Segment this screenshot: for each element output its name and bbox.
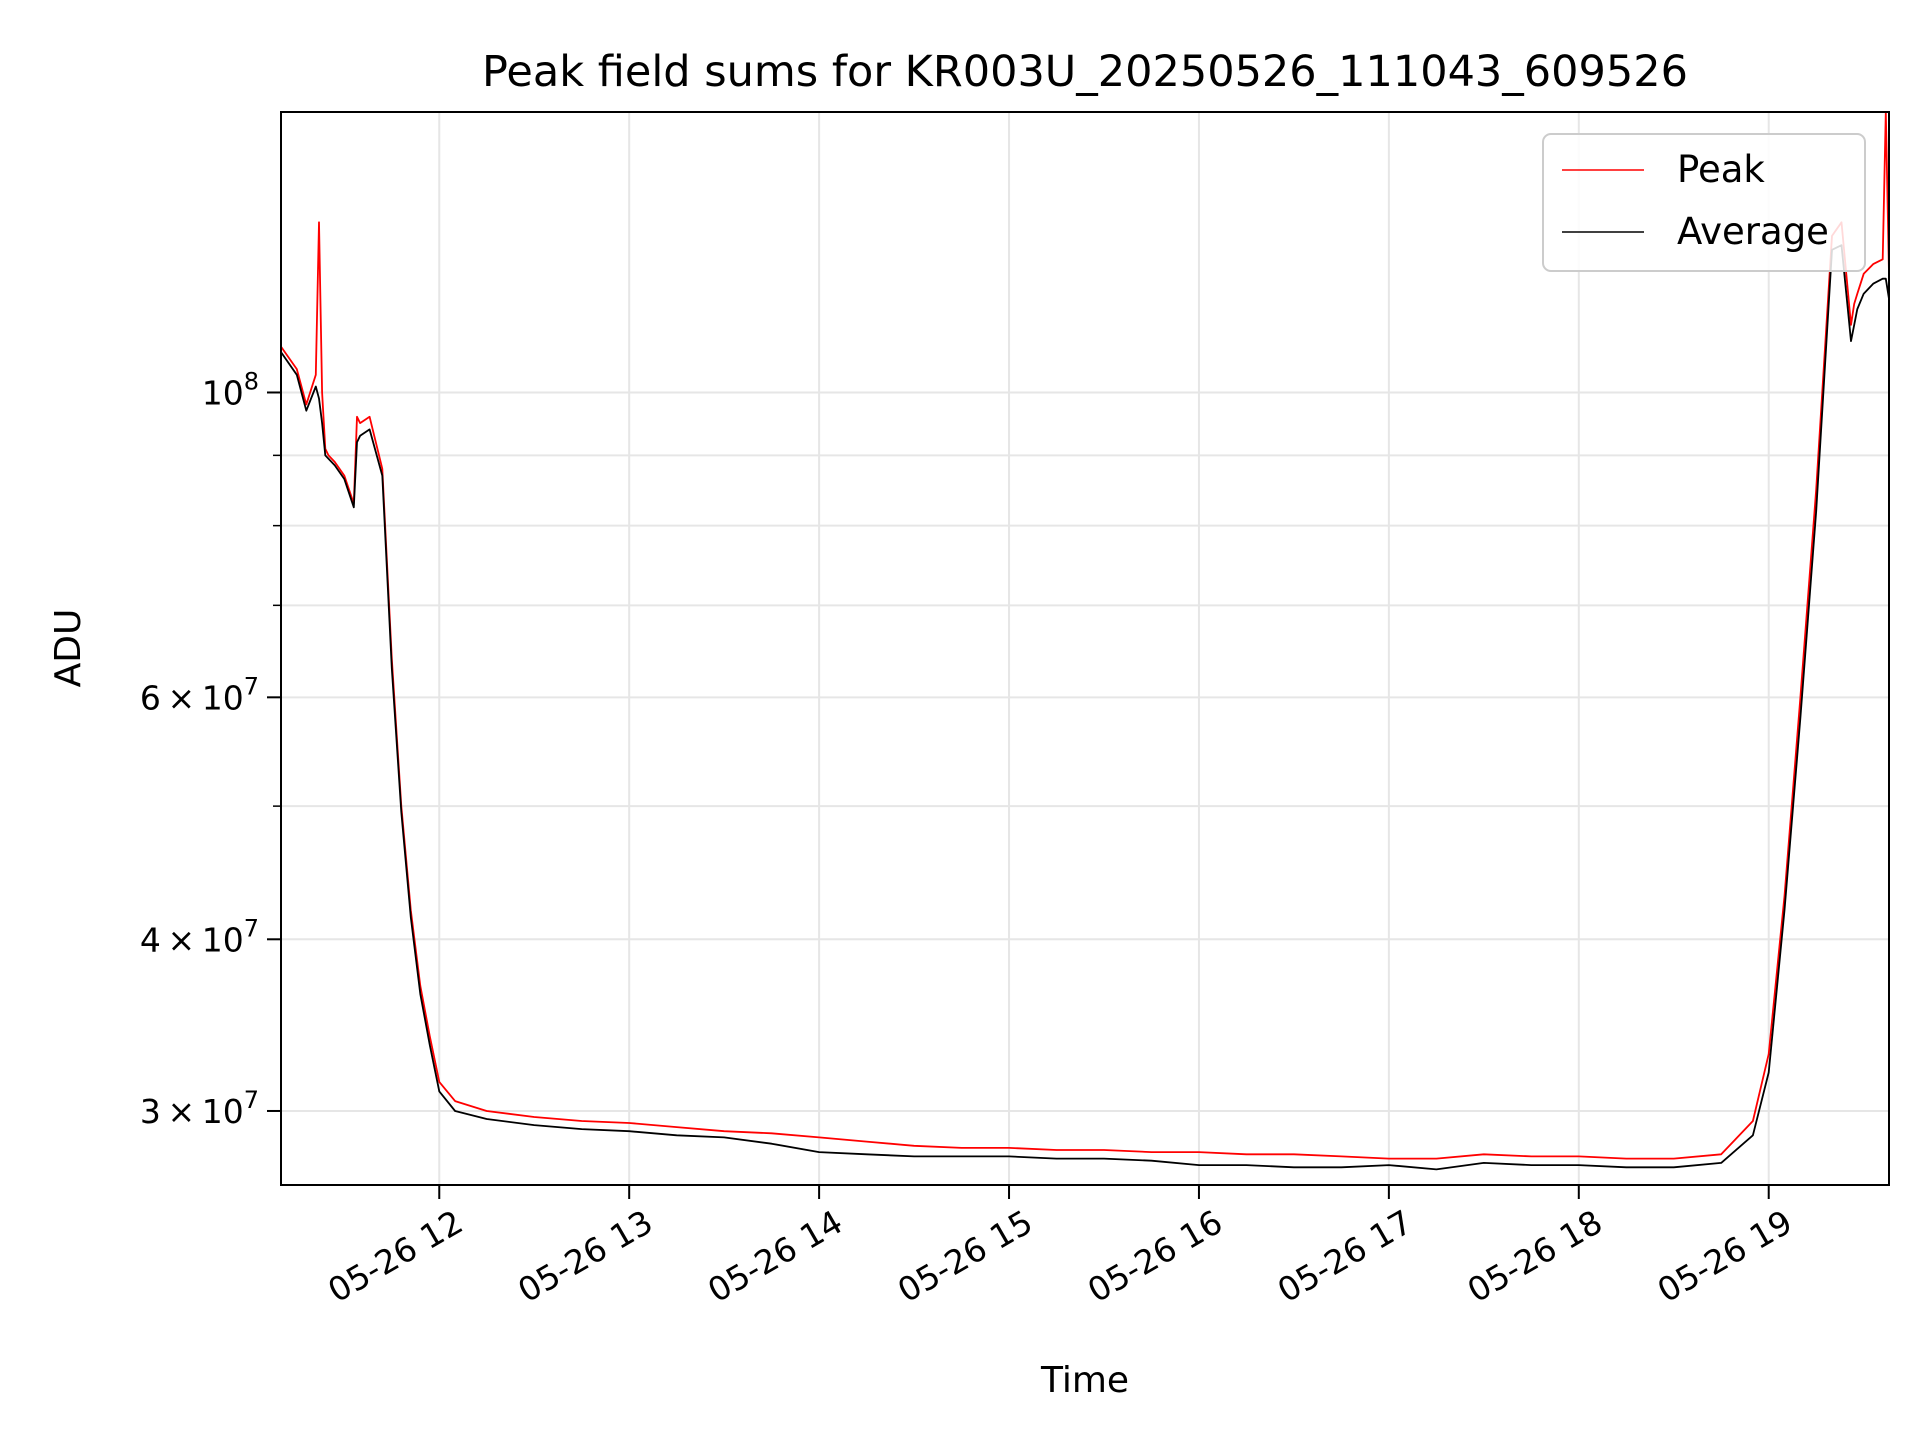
y-tick-label: 108 — [202, 367, 259, 412]
y-tick-label: 4 × 107 — [140, 914, 259, 959]
x-axis-label: Time — [1040, 1360, 1129, 1401]
legend-label-peak: Peak — [1677, 148, 1765, 191]
y-axis-label: ADU — [48, 609, 89, 688]
legend-box — [1542, 133, 1866, 272]
plot-series — [280, 111, 1890, 1171]
y-tick-label: 6 × 107 — [140, 672, 259, 717]
legend: Peak Average — [1542, 133, 1866, 272]
plot-area-frame — [280, 111, 1890, 1186]
y-tick-label: 3 × 107 — [140, 1086, 259, 1131]
legend-label-average: Average — [1677, 210, 1829, 253]
series-line-average — [280, 244, 1890, 1171]
chart-title: Peak field sums for KR003U_20250526_1110… — [482, 47, 1688, 97]
grid — [281, 112, 1889, 1185]
